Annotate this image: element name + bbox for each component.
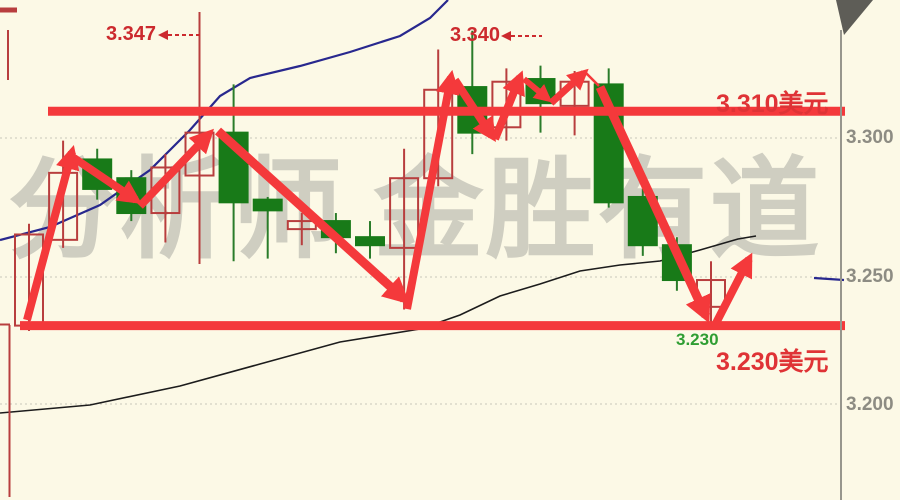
candle-8 [252, 198, 283, 212]
level-lines [20, 106, 845, 331]
axis-top-marker [836, 0, 873, 35]
edge-candle-fragments [0, 7, 17, 497]
gridlines [0, 137, 841, 405]
candlestick-series [14, 12, 726, 331]
y-axis-tick-3300: 3.300 [846, 127, 894, 148]
y-axis [836, 0, 873, 500]
support-price-label: 3.230美元 [716, 348, 829, 376]
ma-line-blue-right [813, 276, 845, 282]
trend-arrows [23, 68, 753, 329]
high-callout-label-1: 3.347 [106, 23, 157, 45]
candle-11 [355, 236, 385, 247]
resistance-price-label: 3.310美元 [716, 90, 829, 118]
y-axis-tick-3250: 3.250 [846, 266, 894, 287]
ma-line-blue [0, 0, 449, 242]
high-callout-label-2: 3.340 [450, 24, 501, 46]
low-price-label: 3.230 [676, 330, 719, 349]
candle-12 [389, 177, 420, 249]
callout-arrows [158, 30, 542, 41]
y-axis-tick-3200: 3.200 [846, 394, 894, 415]
